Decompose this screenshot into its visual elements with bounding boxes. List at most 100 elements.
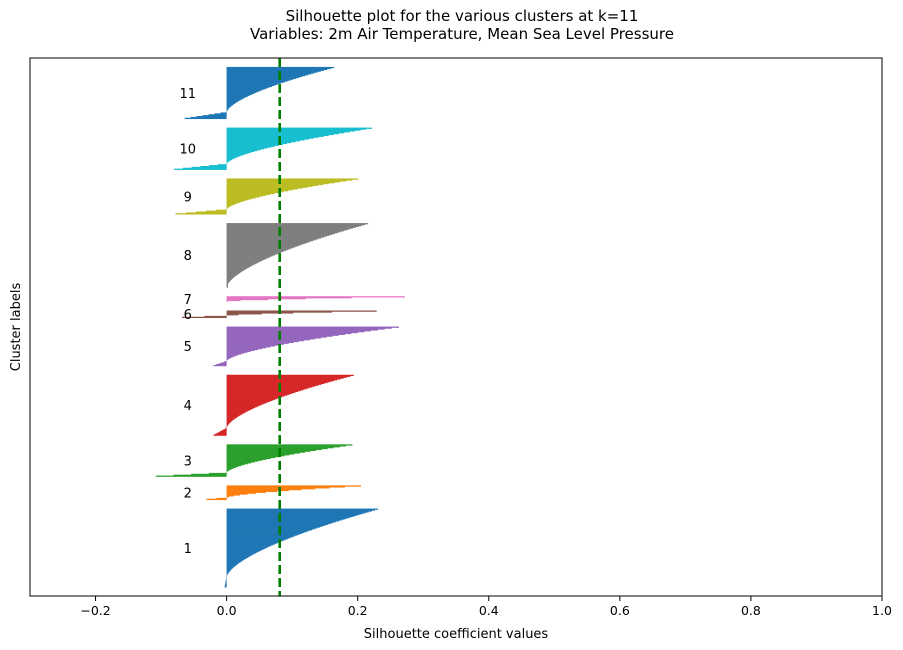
silhouette-bar [226, 95, 249, 97]
cluster-4-silhouette [213, 374, 354, 436]
silhouette-bar [226, 533, 300, 535]
silhouette-bar [226, 333, 345, 335]
silhouette-bar [226, 182, 329, 185]
silhouette-bar [226, 185, 313, 187]
silhouette-bar [226, 331, 358, 334]
silhouette-bar [226, 230, 344, 232]
silhouette-bar [226, 104, 233, 106]
silhouette-bar [226, 572, 229, 575]
silhouette-bar [226, 460, 259, 462]
silhouette-bar [226, 81, 285, 83]
silhouette-bar [226, 205, 232, 207]
silhouette-bar [226, 82, 280, 85]
cluster-8-silhouette [226, 223, 369, 288]
silhouette-bar [226, 551, 258, 553]
silhouette-bar [226, 91, 259, 93]
silhouette-bar [226, 99, 242, 101]
silhouette-bar [213, 434, 227, 436]
silhouette-bar [226, 553, 255, 555]
silhouette-bar [226, 343, 284, 345]
silhouette-bar [226, 544, 273, 546]
silhouette-bar [226, 141, 292, 144]
silhouette-bar [226, 494, 240, 496]
silhouette-bar [226, 543, 275, 545]
silhouette-bar [226, 349, 255, 352]
silhouette-bar [226, 564, 236, 567]
silhouette-bar [226, 525, 323, 527]
silhouette-bar [226, 128, 367, 130]
cluster-3-silhouette [155, 444, 353, 477]
silhouette-bar [226, 510, 372, 512]
silhouette-bar [224, 585, 227, 587]
silhouette-bar [226, 285, 228, 287]
silhouette-bar [226, 340, 299, 343]
silhouette-bar [206, 498, 227, 501]
silhouette-bar [226, 247, 293, 249]
silhouette-bar [226, 565, 235, 567]
silhouette-bar [223, 361, 227, 363]
silhouette-bar [226, 451, 305, 453]
silhouette-bar [226, 202, 238, 204]
silhouette-bar [226, 554, 251, 557]
silhouette-bar [226, 79, 291, 81]
silhouette-bar [226, 519, 342, 521]
silhouette-bar [226, 537, 291, 539]
silhouette-bar [226, 573, 228, 575]
silhouette-bar [226, 158, 233, 161]
silhouette-bar [226, 450, 311, 452]
silhouette-bar [226, 235, 327, 237]
silhouette-bar [226, 155, 241, 157]
silhouette-bar [226, 350, 251, 352]
x-tick-label: 0.2 [348, 603, 368, 618]
silhouette-bar [226, 194, 267, 196]
silhouette-bar [226, 522, 331, 525]
silhouette-bar [226, 571, 229, 574]
silhouette-bar [226, 470, 229, 472]
silhouette-bar [226, 206, 230, 208]
silhouette-bar [226, 152, 249, 154]
silhouette-bar [226, 562, 240, 564]
silhouette-bar [226, 326, 399, 328]
silhouette-bar [226, 412, 245, 414]
silhouette-bar [226, 556, 248, 559]
silhouette-bar [221, 362, 227, 364]
silhouette-bar [226, 253, 277, 255]
silhouette-bar [226, 508, 379, 510]
silhouette-bar [225, 581, 227, 584]
silhouette-bar [226, 129, 361, 131]
silhouette-bar [226, 454, 290, 456]
silhouette-bar [226, 310, 377, 312]
silhouette-bar [226, 529, 313, 531]
silhouette-bar [206, 210, 227, 212]
silhouette-bar [226, 529, 310, 532]
silhouette-bar [226, 517, 348, 519]
silhouette-bar [226, 524, 326, 526]
silhouette-bar [218, 363, 227, 365]
silhouette-bar [226, 226, 356, 228]
silhouette-bar [226, 258, 265, 261]
silhouette-bar [226, 562, 239, 565]
silhouette-bar [226, 329, 378, 331]
silhouette-bar [223, 429, 227, 431]
silhouette-bar [226, 348, 259, 351]
silhouette-bar [226, 238, 319, 240]
silhouette-bar [226, 403, 264, 405]
silhouette-bar [226, 244, 301, 246]
silhouette-bar [226, 255, 273, 257]
silhouette-bar [216, 497, 227, 500]
silhouette-bar [226, 390, 298, 393]
silhouette-bar [226, 459, 263, 461]
silhouette-bar [226, 150, 255, 153]
silhouette-bar [226, 463, 248, 465]
silhouette-bar [226, 157, 236, 159]
silhouette-bar [184, 117, 227, 120]
silhouette-bar [226, 402, 266, 404]
silhouette-bar [226, 270, 243, 272]
silhouette-bar [226, 413, 242, 416]
silhouette-bar [226, 272, 241, 274]
silhouette-bar [226, 344, 280, 346]
silhouette-bar [226, 557, 247, 559]
silhouette-bar [202, 115, 227, 117]
silhouette-bar [226, 186, 308, 188]
